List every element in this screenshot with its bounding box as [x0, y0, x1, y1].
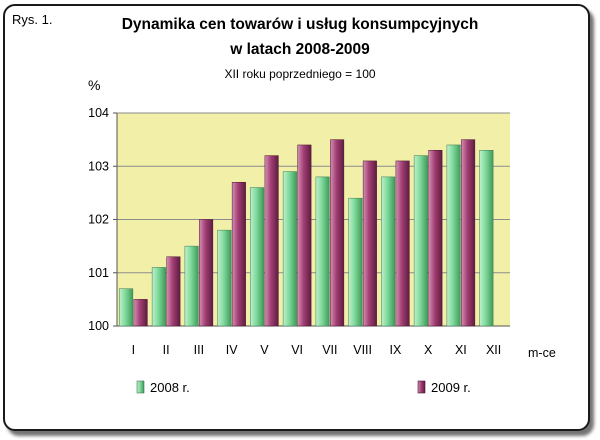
y-tick-label: 100	[88, 319, 109, 333]
x-tick-label: X	[424, 343, 433, 357]
bar-2008-X	[413, 155, 428, 327]
y-tick-label: 104	[88, 106, 109, 120]
legend-swatch-2009	[417, 380, 426, 394]
bar-2009-X	[428, 150, 443, 327]
bar-2008-I	[119, 288, 134, 327]
bar-2009-XI	[461, 139, 476, 327]
bar-2008-V	[250, 187, 265, 327]
x-tick-label: II	[163, 343, 170, 357]
bar-2009-I	[133, 299, 148, 327]
x-tick-label: VI	[291, 343, 303, 357]
bar-2009-II	[166, 256, 181, 327]
legend-swatch-2008	[136, 380, 145, 394]
bar-2008-VI	[282, 171, 297, 327]
bar-2008-VII	[315, 176, 330, 327]
bar-2008-III	[184, 245, 199, 327]
chart-title-line-2: w latach 2008-2009	[230, 41, 370, 58]
bar-2008-II	[151, 267, 166, 327]
x-tick-label: I	[132, 343, 135, 357]
x-tick-label: XII	[486, 343, 501, 357]
chart-title-line-1: Dynamika cen towarów i usług konsumpcyjn…	[121, 16, 479, 33]
y-tick-label: 101	[88, 266, 109, 280]
bar-2009-IX	[395, 160, 410, 327]
x-tick-label: XI	[455, 343, 467, 357]
legend: 2008 r. 2009 r.	[136, 380, 471, 395]
x-axis-label: m-ce	[528, 346, 556, 360]
bar-2009-V	[264, 155, 279, 327]
bar-2009-IV	[231, 181, 246, 327]
y-tick-label: 103	[88, 159, 109, 173]
x-tick-label: V	[260, 343, 269, 357]
chart-subtitle: XII roku poprzedniego = 100	[224, 67, 376, 81]
bar-2009-III	[199, 219, 214, 327]
bar-2008-XII	[479, 150, 494, 327]
bar-2009-VII	[330, 139, 345, 327]
x-tick-label: VIII	[353, 343, 372, 357]
bar-2008-VIII	[348, 197, 363, 327]
legend-label-2008: 2008 r.	[150, 380, 190, 395]
bar-2008-XI	[446, 144, 461, 327]
legend-label-2009: 2009 r.	[431, 380, 471, 395]
y-tick-label: 102	[88, 213, 109, 227]
figure-label: Rys. 1.	[12, 12, 53, 27]
bar-2009-VI	[297, 144, 312, 327]
x-tick-label: III	[194, 343, 204, 357]
bar-2008-IV	[217, 229, 232, 327]
x-tick-label: IV	[226, 343, 238, 357]
y-axis-label: %	[88, 77, 100, 93]
x-tick-label: VII	[322, 343, 337, 357]
x-tick-label: IX	[389, 343, 401, 357]
bar-2008-IX	[381, 176, 396, 327]
bar-2009-VIII	[362, 160, 377, 327]
